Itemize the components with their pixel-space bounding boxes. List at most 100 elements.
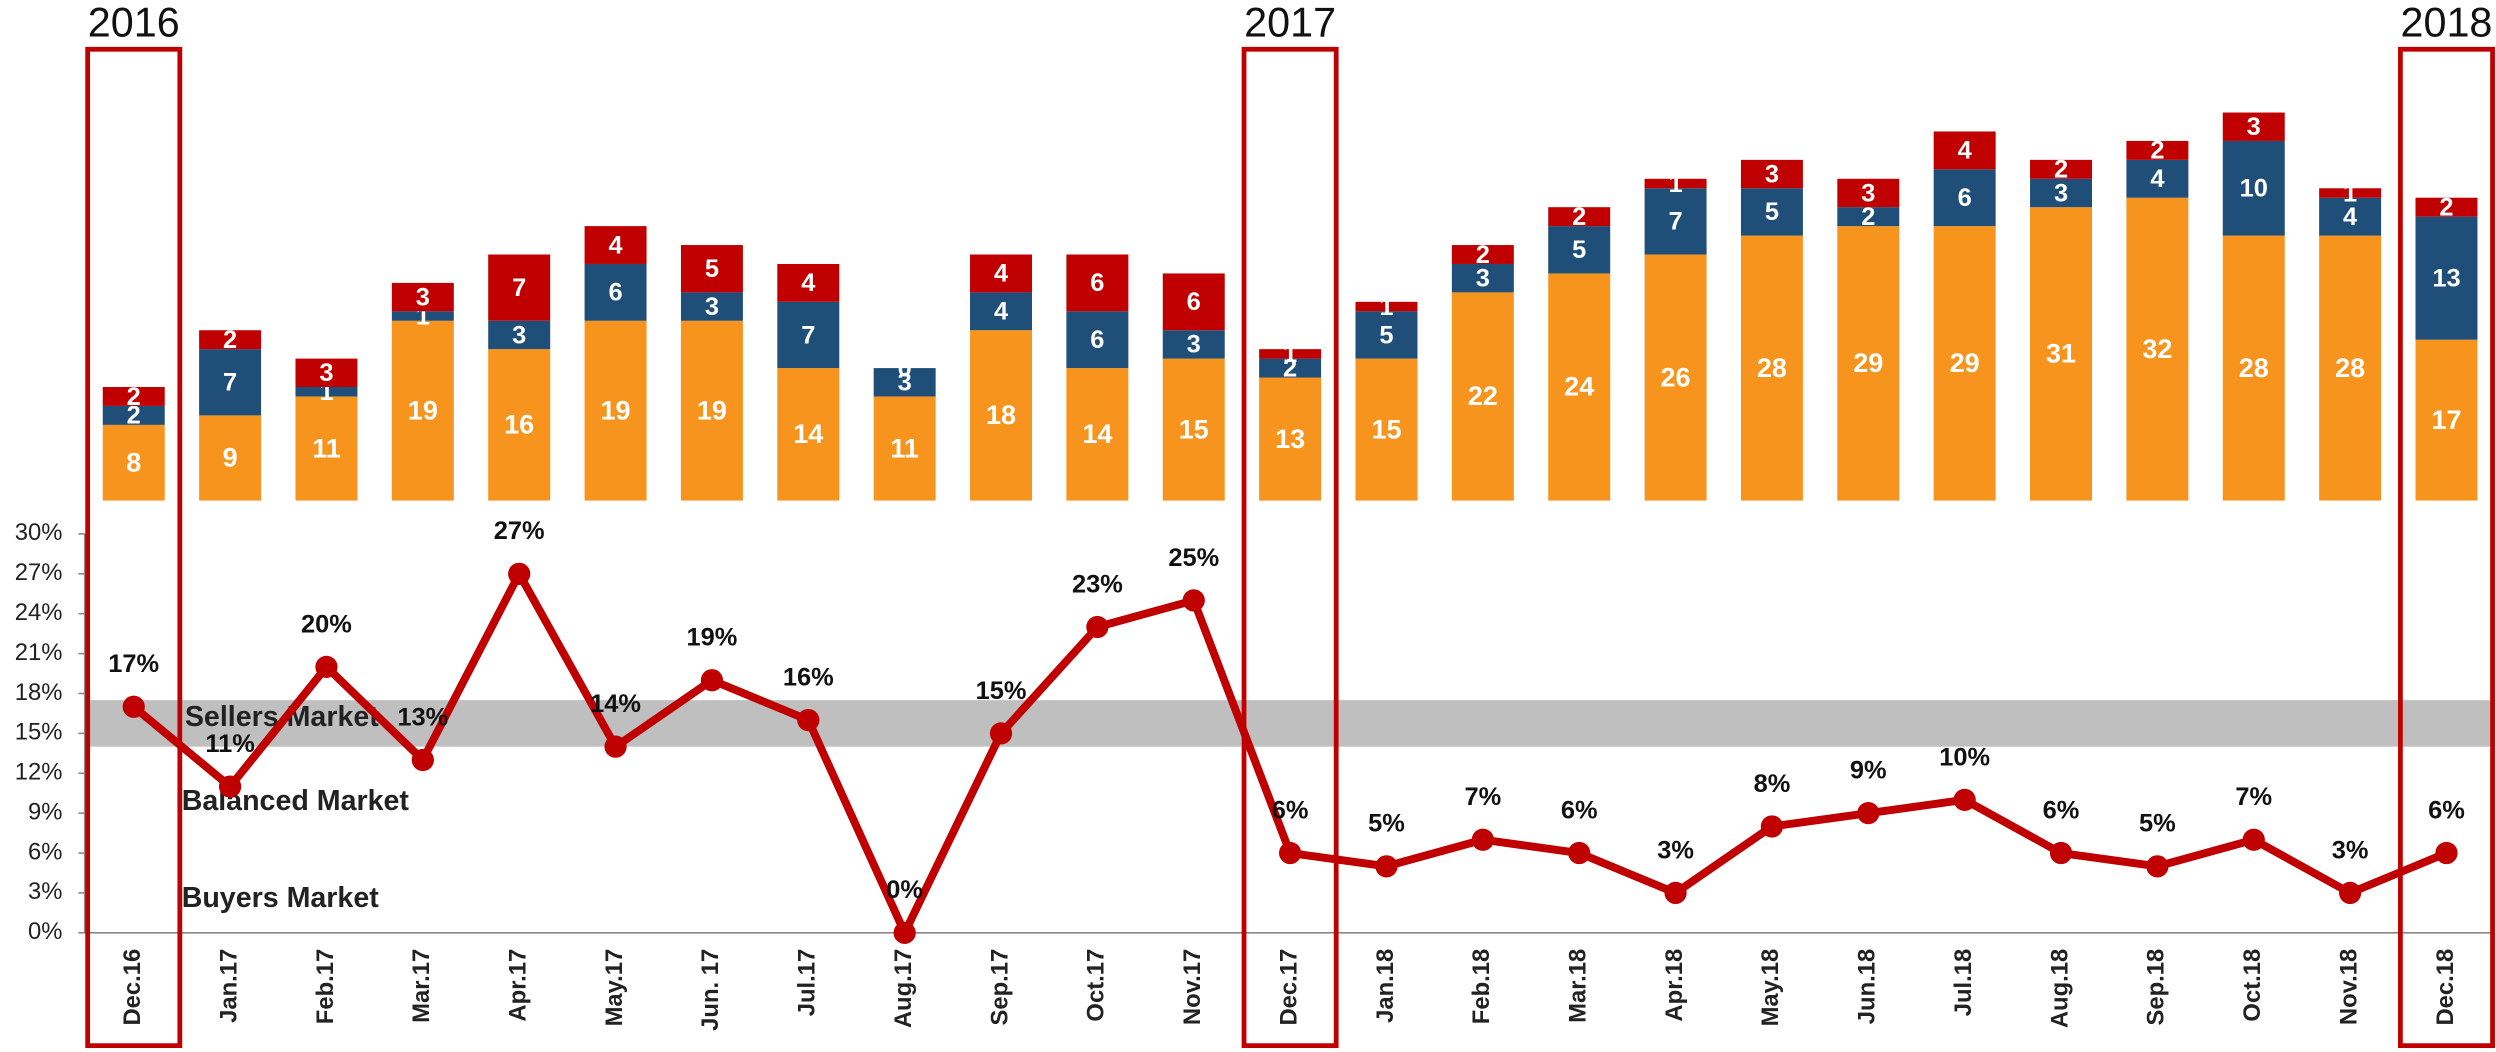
bar-segment — [1162, 358, 1225, 501]
bar-segment — [391, 282, 454, 312]
point — [315, 655, 338, 679]
bar-segment — [1740, 159, 1803, 189]
bar-segment — [1162, 273, 1225, 331]
bar-value-label: 24 — [1564, 372, 1594, 402]
bar-value-label: 19 — [601, 395, 631, 425]
bar-value-label: 2 — [2150, 137, 2164, 165]
bar-segment — [584, 320, 647, 501]
bar-segment — [1837, 226, 1900, 501]
x-tick-label: Feb.17 — [312, 949, 339, 1024]
bar-value-label: 17 — [2431, 405, 2461, 435]
y-tick-label: 3% — [28, 878, 62, 905]
bar-segment — [2030, 159, 2093, 179]
y-tick-label: 27% — [15, 559, 63, 586]
bar-value-label: 15 — [1371, 414, 1401, 444]
point-label: 23% — [1072, 570, 1123, 598]
year-label: 2018 — [2401, 0, 2493, 45]
x-tick-label: Dec.17 — [1275, 949, 1302, 1026]
point — [2049, 841, 2073, 865]
bar-segment — [1548, 273, 1611, 501]
point-label: 19% — [686, 624, 737, 652]
bar-value-label: 3 — [898, 369, 912, 397]
bar-value-label: 14 — [1082, 419, 1112, 449]
point-label: 14% — [590, 690, 641, 718]
bar-segment — [777, 263, 840, 302]
point-label: 7% — [1464, 783, 1501, 811]
bar-value-label: 7 — [1668, 208, 1682, 236]
bar-value-label: 2 — [1572, 203, 1586, 231]
bar-segment — [777, 301, 840, 369]
bar-segment — [1644, 254, 1707, 501]
bar-value-label: 32 — [2142, 334, 2172, 364]
x-tick-label: Apr.17 — [504, 949, 531, 1022]
bar-value-label: 1 — [1283, 340, 1297, 368]
point — [989, 722, 1013, 745]
point — [2435, 841, 2458, 865]
point-label: 25% — [1168, 544, 1219, 572]
bar-value-label: 13 — [2432, 264, 2460, 292]
bar-segment — [680, 245, 743, 293]
bar-segment — [2222, 112, 2285, 141]
point — [797, 708, 820, 732]
point — [1278, 841, 1302, 865]
bar-segment — [680, 292, 743, 321]
point-label: 17% — [108, 650, 159, 678]
point-label: 15% — [976, 677, 1027, 705]
x-tick-label: Oct.18 — [2239, 949, 2266, 1022]
bar-segment — [1355, 358, 1418, 501]
bar-segment — [295, 387, 358, 397]
point-label: 6% — [2428, 796, 2465, 824]
point — [2146, 855, 2169, 878]
bar-value-label: 2 — [2439, 193, 2453, 221]
x-tick-label: Jan.18 — [1372, 949, 1399, 1023]
bar-value-label: 4 — [608, 231, 622, 259]
point-label: 13% — [397, 703, 448, 731]
bar-value-label: 29 — [1853, 348, 1883, 378]
bar-segment — [2319, 188, 2382, 198]
bar-segment — [391, 320, 454, 501]
bar-segment — [2319, 235, 2382, 501]
bar-segment — [488, 320, 551, 350]
bar-segment — [2126, 197, 2189, 501]
bar-segment — [1837, 178, 1900, 208]
bar-value-label: 26 — [1661, 362, 1691, 392]
x-tick-label: May.18 — [1757, 949, 1784, 1027]
x-tick-label: Jul.17 — [794, 949, 821, 1017]
bar-value-label: 3 — [2054, 179, 2068, 207]
bar-value-label: 28 — [1757, 353, 1787, 383]
bar-value-label: 11 — [312, 433, 341, 463]
bar-segment — [1933, 226, 1996, 501]
bar-segment — [102, 405, 165, 425]
point-label: 16% — [783, 663, 834, 691]
point — [893, 921, 916, 944]
bar-value-label: 3 — [1861, 179, 1875, 207]
point — [411, 748, 434, 772]
bar-value-label: 6 — [1090, 269, 1104, 297]
y-tick-label: 15% — [15, 719, 63, 746]
bar-value-label: 18 — [986, 400, 1016, 430]
bar-value-label: 5 — [705, 255, 719, 283]
annotation: Balanced Market — [182, 785, 410, 817]
x-tick-label: Feb.18 — [1468, 949, 1495, 1024]
x-tick-label: Nov.18 — [2335, 949, 2362, 1025]
bar-value-label: 4 — [2150, 165, 2164, 193]
bar-value-label: 4 — [1958, 137, 1972, 165]
bar-value-label: 2 — [1283, 354, 1297, 382]
point-label: 0% — [886, 876, 923, 904]
bar-value-label: 1 — [2343, 179, 2357, 207]
bar-segment — [1066, 311, 1129, 369]
bar-segment — [1259, 349, 1322, 359]
bar-segment — [2126, 159, 2189, 198]
bar-value-label: 2 — [1861, 203, 1875, 231]
bar-segment — [199, 415, 262, 501]
bar-value-label: 14 — [793, 419, 823, 449]
point-label: 8% — [1754, 770, 1791, 798]
bar-segment — [1259, 358, 1322, 378]
x-tick-label: Jun. 17 — [697, 949, 724, 1031]
bar-segment — [970, 254, 1033, 293]
point — [1760, 815, 1784, 838]
bar-segment — [2222, 140, 2285, 236]
bar-value-label: 10 — [2240, 175, 2268, 203]
bar-value-label: 3 — [1765, 160, 1779, 188]
